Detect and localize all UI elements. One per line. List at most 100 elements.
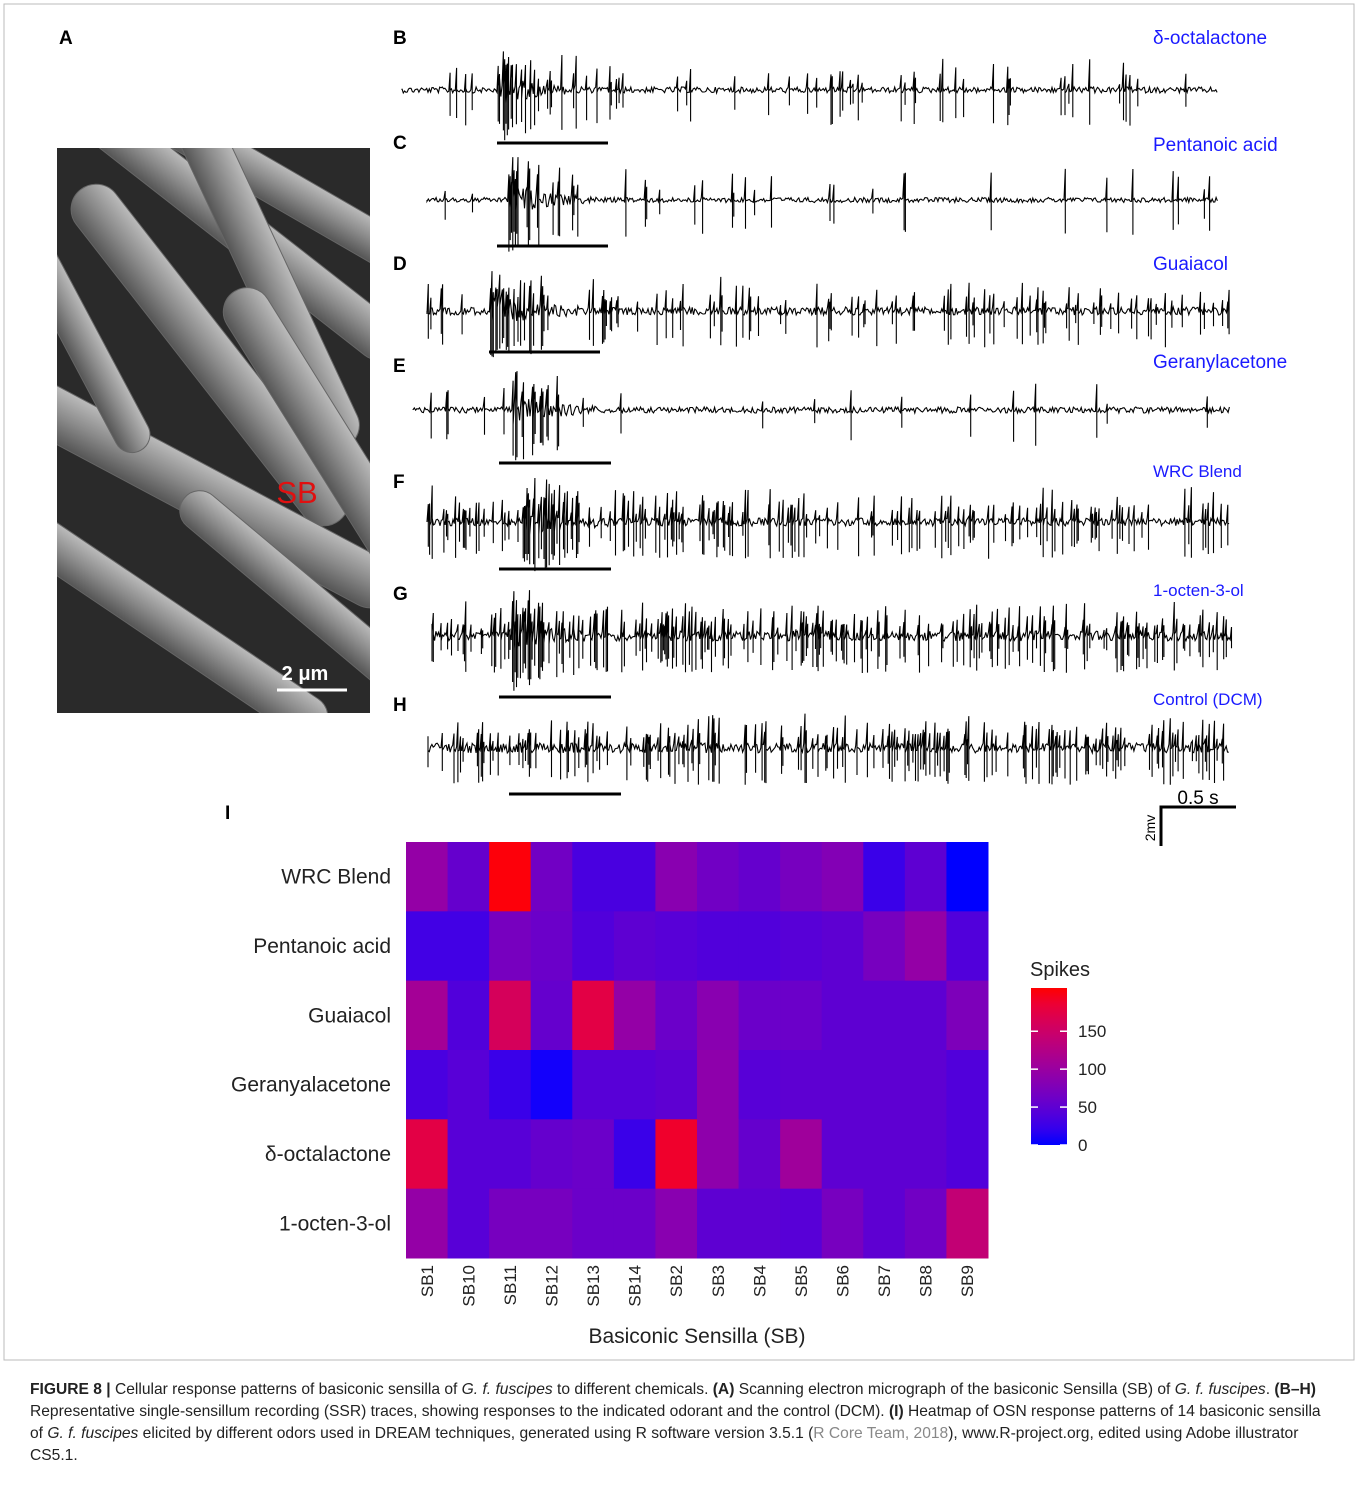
colorbar [1031,988,1067,1145]
panel-label: G [393,584,408,605]
heatmap-cell [904,1188,947,1259]
panel-labels: A B C D E F G H I [59,28,408,824]
heatmap-cell [447,911,490,982]
y-tick-label: Pentanoic acid [253,935,391,958]
heatmap-cell [489,980,532,1051]
caption-text: Cellular response patterns of basiconic … [110,1381,462,1398]
caption-text: (B–H) [1274,1381,1316,1398]
heatmap-cell [904,842,947,912]
heatmap-cell [406,1188,449,1259]
panel-label: D [393,254,407,275]
odorant-label: Control (DCM) [1153,690,1263,709]
heatmap-cell [738,1188,781,1259]
caption: FIGURE 8 | Cellular response patterns of… [30,1379,1335,1467]
heatmap-cell [904,1050,947,1120]
heatmap-cell [530,1119,573,1190]
heatmap-cell [946,1119,989,1190]
x-tick-label: SB12 [543,1265,562,1307]
colorbar-tick-label: 0 [1078,1136,1087,1155]
heatmap-cell [613,1050,656,1120]
y-tick-label: 1-octen-3-ol [279,1212,391,1235]
heatmap-cell [863,1119,906,1190]
x-tick-label: SB5 [792,1265,811,1297]
heatmap-cell [863,911,906,982]
caption-text: G. f. fuscipes [47,1425,139,1442]
x-tick-label: SB7 [875,1265,894,1297]
caption-text: G. f. fuscipes [1174,1381,1266,1398]
heatmap-cell [489,1050,532,1120]
odorant-label: Pentanoic acid [1153,135,1278,156]
heatmap-cell [821,1050,864,1120]
heatmap-cell [406,1119,449,1190]
frame [3,3,1355,1361]
heatmap-cell [780,911,823,982]
heatmap-cell [530,980,573,1051]
heatmap-cell [946,980,989,1051]
panel-label: I [225,803,230,824]
x-tick-label: SB2 [667,1265,686,1297]
x-tick-label: SB1 [418,1265,437,1297]
heatmap-cell [406,1050,449,1120]
heatmap-cell [572,1050,615,1120]
heatmap-cell [697,842,740,912]
caption-text: to different chemicals. [552,1381,713,1398]
trace [426,271,1230,358]
caption-text: . [1265,1381,1275,1398]
heatmap-cell [406,911,449,982]
heatmap-cell [530,911,573,982]
trace [431,590,1233,691]
odorant-label: Guaiacol [1153,254,1228,275]
heatmap-cell [489,1119,532,1190]
caption-text: Representative single-sensillum recordin… [30,1403,889,1420]
heatmap-cell [655,842,698,912]
heatmap-cell [821,980,864,1051]
heatmap-cell [406,980,449,1051]
micrograph [57,148,370,713]
colorbar-tick-label: 100 [1078,1060,1106,1079]
x-tick-label: SB8 [917,1265,936,1297]
caption-text: ), www.R-project.org, edited using Adobe… [30,1425,1299,1464]
y-tick-label: Geranyalacetone [231,1074,391,1097]
heatmap-cell [738,1050,781,1120]
heatmap-cell [572,1119,615,1190]
x-tick-label: SB9 [958,1265,977,1297]
heatmap-cell [655,1188,698,1259]
odorant-label: Geranylacetone [1153,352,1287,373]
heatmap-cell [489,842,532,912]
voltage-scale-label: 2mv [1142,815,1158,841]
heatmap-cell [697,1050,740,1120]
caption-link[interactable]: R Core Team, 2018 [813,1425,949,1442]
heatmap-cell [572,911,615,982]
panel-label: H [393,695,407,716]
trace [426,157,1218,252]
x-tick-label: SB6 [834,1265,853,1297]
heatmap-cell [489,911,532,982]
heatmap-cell [946,911,989,982]
panel-label: F [393,472,405,493]
x-axis-title: Basiconic Sensilla (SB) [588,1325,805,1348]
odorant-label: WRC Blend [1153,462,1242,481]
heatmap-cell [530,1188,573,1259]
heatmap-cell [447,1119,490,1190]
colorbar-tick-label: 150 [1078,1022,1106,1041]
heatmap-cell [530,842,573,912]
x-tick-label: SB13 [584,1265,603,1307]
heatmap-cell [904,911,947,982]
heatmap-cell [655,980,698,1051]
heatmap-cell [447,980,490,1051]
heatmap-cell [821,911,864,982]
heatmap-cell [738,1119,781,1190]
y-tick-label: δ-octalactone [265,1143,391,1166]
heatmap-cell [780,842,823,912]
heatmap-cell [697,1188,740,1259]
heatmap-cell [780,1119,823,1190]
heatmap-cell [821,1119,864,1190]
x-tick-label: SB10 [459,1265,478,1307]
heatmap-cell [946,1188,989,1259]
heatmap-cell [821,1188,864,1259]
caption-text: G. f. fuscipes [461,1381,553,1398]
heatmap-cell [780,980,823,1051]
x-tick-label: SB3 [709,1265,728,1297]
heatmap-cell [447,1050,490,1120]
